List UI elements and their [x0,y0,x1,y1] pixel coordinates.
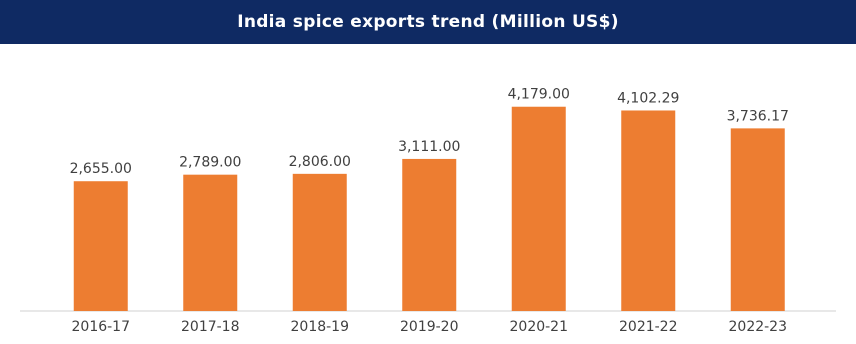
x-tick-label-2017-18: 2017-18 [181,319,240,335]
bar-2018-19 [292,173,347,311]
data-label-2020-21: 4,179.00 [508,87,570,103]
bar-chart: 2,655.00 2016-17 2,789.00 2017-18 2,806.00 20… [20,87,836,335]
bar-2021-22 [621,110,676,311]
data-label-2022-23: 3,736.17 [727,108,789,124]
chart-title-banner: India spice exports trend (Million US$) [0,0,856,44]
x-tick-label-2021-22: 2021-22 [619,319,678,335]
bar-2022-23 [730,128,785,311]
x-tick-label-2019-20: 2019-20 [400,319,459,335]
x-tick-label-2018-19: 2018-19 [291,319,350,335]
bar-2017-18 [183,174,238,311]
bar-2019-20 [402,158,457,311]
data-label-2018-19: 2,806.00 [289,154,351,170]
x-tick-label-2022-23: 2022-23 [729,319,788,335]
chart-area: 2,655.00 2016-17 2,789.00 2017-18 2,806.00 20… [0,44,856,339]
data-label-2017-18: 2,789.00 [179,155,241,171]
data-label-2021-22: 4,102.29 [617,90,679,106]
x-tick-label-2020-21: 2020-21 [510,319,569,335]
bar-2020-21 [511,106,566,311]
chart-title: India spice exports trend (Million US$) [237,12,619,32]
x-tick-label-2016-17: 2016-17 [72,319,131,335]
data-label-2016-17: 2,655.00 [70,161,132,177]
data-label-2019-20: 3,111.00 [398,139,460,155]
bar-2016-17 [73,181,128,311]
